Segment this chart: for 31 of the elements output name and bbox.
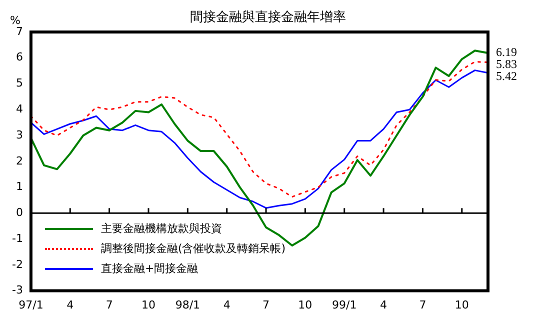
y-tick-label: 2 [16, 154, 23, 168]
x-tick-label: 7 [419, 298, 426, 312]
y-tick-label: 7 [16, 24, 23, 38]
y-tick-label: 1 [16, 180, 23, 194]
x-tick-label: 7 [106, 298, 113, 312]
legend-label: 主要金融機構放款與投資 [100, 221, 222, 236]
y-tick-label: 0 [16, 206, 23, 220]
y-tick-label: 5 [16, 76, 23, 90]
y-tick-label: -2 [12, 258, 23, 271]
data-label: 5.42 [496, 69, 517, 84]
x-tick-label: 99/1 [332, 298, 357, 312]
data-label: 5.83 [496, 57, 517, 72]
data-label: 6.19 [496, 45, 517, 60]
x-tick-label: 10 [454, 298, 469, 312]
y-tick-label: -3 [12, 284, 23, 297]
y-tick-label: 4 [16, 102, 23, 116]
x-tick-label: 4 [66, 298, 74, 312]
x-tick-label: 98/1 [175, 298, 200, 312]
x-tick-label: 7 [262, 298, 270, 312]
legend-label: 調整後間接金融(含催收款及轉銷呆帳) [100, 241, 286, 256]
y-tick-label: -1 [12, 232, 23, 245]
x-tick-label: 4 [380, 298, 388, 312]
y-tick-label: 3 [16, 128, 23, 142]
y-tick-label: 6 [16, 50, 23, 64]
x-tick-label: 10 [141, 298, 156, 312]
x-tick-label: 10 [298, 298, 312, 312]
x-tick-label: 97/1 [18, 298, 44, 312]
x-tick-label: 4 [223, 298, 230, 312]
y-axis-title: % [10, 14, 20, 27]
chart-title: 間接金融與直接金融年增率 [190, 10, 346, 25]
legend-label: 直接金融+間接金融 [100, 261, 198, 276]
